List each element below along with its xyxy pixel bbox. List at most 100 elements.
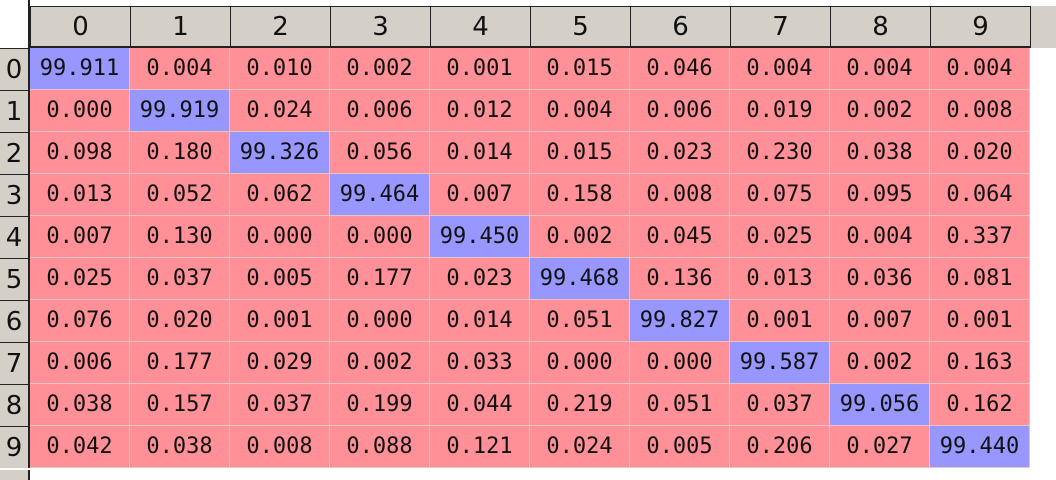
table-cell[interactable]: 0.199 (330, 384, 430, 426)
table-cell[interactable]: 0.020 (130, 300, 230, 342)
row-header-4[interactable]: 4 (0, 216, 30, 258)
table-cell[interactable]: 0.001 (730, 300, 830, 342)
table-cell[interactable]: 0.206 (730, 426, 830, 468)
table-cell[interactable]: 0.076 (30, 300, 130, 342)
diagonal-cell[interactable]: 99.468 (530, 258, 630, 300)
table-cell[interactable]: 0.004 (730, 48, 830, 90)
table-cell[interactable]: 0.002 (830, 90, 930, 132)
table-cell[interactable]: 0.008 (630, 174, 730, 216)
table-cell[interactable]: 0.010 (230, 48, 330, 90)
table-cell[interactable]: 0.056 (330, 132, 430, 174)
column-header-7[interactable]: 7 (730, 6, 830, 48)
table-cell[interactable]: 0.075 (730, 174, 830, 216)
table-cell[interactable]: 0.024 (230, 90, 330, 132)
table-cell[interactable]: 0.036 (830, 258, 930, 300)
table-cell[interactable]: 0.004 (130, 48, 230, 90)
table-cell[interactable]: 0.158 (530, 174, 630, 216)
table-cell[interactable]: 0.005 (230, 258, 330, 300)
row-header-6[interactable]: 6 (0, 300, 30, 342)
diagonal-cell[interactable]: 99.587 (730, 342, 830, 384)
table-cell[interactable]: 0.002 (330, 342, 430, 384)
table-cell[interactable]: 0.088 (330, 426, 430, 468)
row-header-8[interactable]: 8 (0, 384, 30, 426)
row-header-3[interactable]: 3 (0, 174, 30, 216)
diagonal-cell[interactable]: 99.919 (130, 90, 230, 132)
diagonal-cell[interactable]: 99.326 (230, 132, 330, 174)
table-cell[interactable]: 0.013 (730, 258, 830, 300)
table-cell[interactable]: 0.000 (330, 300, 430, 342)
table-cell[interactable]: 0.020 (930, 132, 1030, 174)
row-header-2[interactable]: 2 (0, 132, 30, 174)
table-cell[interactable]: 0.038 (30, 384, 130, 426)
table-cell[interactable]: 0.019 (730, 90, 830, 132)
table-cell[interactable]: 0.001 (230, 300, 330, 342)
table-cell[interactable]: 0.037 (130, 258, 230, 300)
table-cell[interactable]: 0.027 (830, 426, 930, 468)
table-cell[interactable]: 0.013 (30, 174, 130, 216)
table-cell[interactable]: 0.136 (630, 258, 730, 300)
table-cell[interactable]: 0.230 (730, 132, 830, 174)
column-header-8[interactable]: 8 (830, 6, 930, 48)
table-cell[interactable]: 0.163 (930, 342, 1030, 384)
row-header-0[interactable]: 0 (0, 48, 30, 90)
table-cell[interactable]: 0.130 (130, 216, 230, 258)
table-cell[interactable]: 0.051 (530, 300, 630, 342)
table-cell[interactable]: 0.000 (530, 342, 630, 384)
table-cell[interactable]: 0.038 (830, 132, 930, 174)
table-cell[interactable]: 0.023 (430, 258, 530, 300)
table-cell[interactable]: 0.004 (830, 216, 930, 258)
table-cell[interactable]: 0.007 (430, 174, 530, 216)
row-header-5[interactable]: 5 (0, 258, 30, 300)
table-cell[interactable]: 0.002 (830, 342, 930, 384)
column-header-5[interactable]: 5 (530, 6, 630, 48)
table-cell[interactable]: 0.008 (930, 90, 1030, 132)
table-cell[interactable]: 0.052 (130, 174, 230, 216)
table-cell[interactable]: 0.004 (530, 90, 630, 132)
table-cell[interactable]: 0.064 (930, 174, 1030, 216)
table-cell[interactable]: 0.001 (930, 300, 1030, 342)
table-cell[interactable]: 0.098 (30, 132, 130, 174)
table-cell[interactable]: 0.006 (30, 342, 130, 384)
table-cell[interactable]: 0.157 (130, 384, 230, 426)
table-cell[interactable]: 0.024 (530, 426, 630, 468)
table-cell[interactable]: 0.025 (730, 216, 830, 258)
diagonal-cell[interactable]: 99.464 (330, 174, 430, 216)
column-header-4[interactable]: 4 (430, 6, 530, 48)
table-cell[interactable]: 0.014 (430, 132, 530, 174)
table-cell[interactable]: 0.000 (30, 90, 130, 132)
table-cell[interactable]: 0.042 (30, 426, 130, 468)
column-header-9[interactable]: 9 (930, 6, 1030, 48)
table-cell[interactable]: 0.025 (30, 258, 130, 300)
table-cell[interactable]: 0.002 (530, 216, 630, 258)
grid-corner[interactable] (0, 0, 30, 48)
table-cell[interactable]: 0.000 (330, 216, 430, 258)
row-header-7[interactable]: 7 (0, 342, 30, 384)
table-cell[interactable]: 0.014 (430, 300, 530, 342)
column-header-2[interactable]: 2 (230, 6, 330, 48)
row-header-1[interactable]: 1 (0, 90, 30, 132)
diagonal-cell[interactable]: 99.450 (430, 216, 530, 258)
row-header-9[interactable]: 9 (0, 426, 30, 468)
table-cell[interactable]: 0.015 (530, 48, 630, 90)
table-cell[interactable]: 0.037 (730, 384, 830, 426)
table-cell[interactable]: 0.000 (630, 342, 730, 384)
column-header-0[interactable]: 0 (30, 6, 130, 48)
diagonal-cell[interactable]: 99.056 (830, 384, 930, 426)
table-cell[interactable]: 0.033 (430, 342, 530, 384)
table-cell[interactable]: 0.121 (430, 426, 530, 468)
table-cell[interactable]: 0.007 (30, 216, 130, 258)
table-cell[interactable]: 0.008 (230, 426, 330, 468)
table-cell[interactable]: 0.177 (130, 342, 230, 384)
table-cell[interactable]: 0.219 (530, 384, 630, 426)
table-cell[interactable]: 0.015 (530, 132, 630, 174)
diagonal-cell[interactable]: 99.827 (630, 300, 730, 342)
table-cell[interactable]: 0.180 (130, 132, 230, 174)
table-cell[interactable]: 0.006 (330, 90, 430, 132)
table-cell[interactable]: 0.337 (930, 216, 1030, 258)
table-cell[interactable]: 0.012 (430, 90, 530, 132)
table-cell[interactable]: 0.005 (630, 426, 730, 468)
table-cell[interactable]: 0.000 (230, 216, 330, 258)
column-header-6[interactable]: 6 (630, 6, 730, 48)
table-cell[interactable]: 0.062 (230, 174, 330, 216)
table-cell[interactable]: 0.177 (330, 258, 430, 300)
